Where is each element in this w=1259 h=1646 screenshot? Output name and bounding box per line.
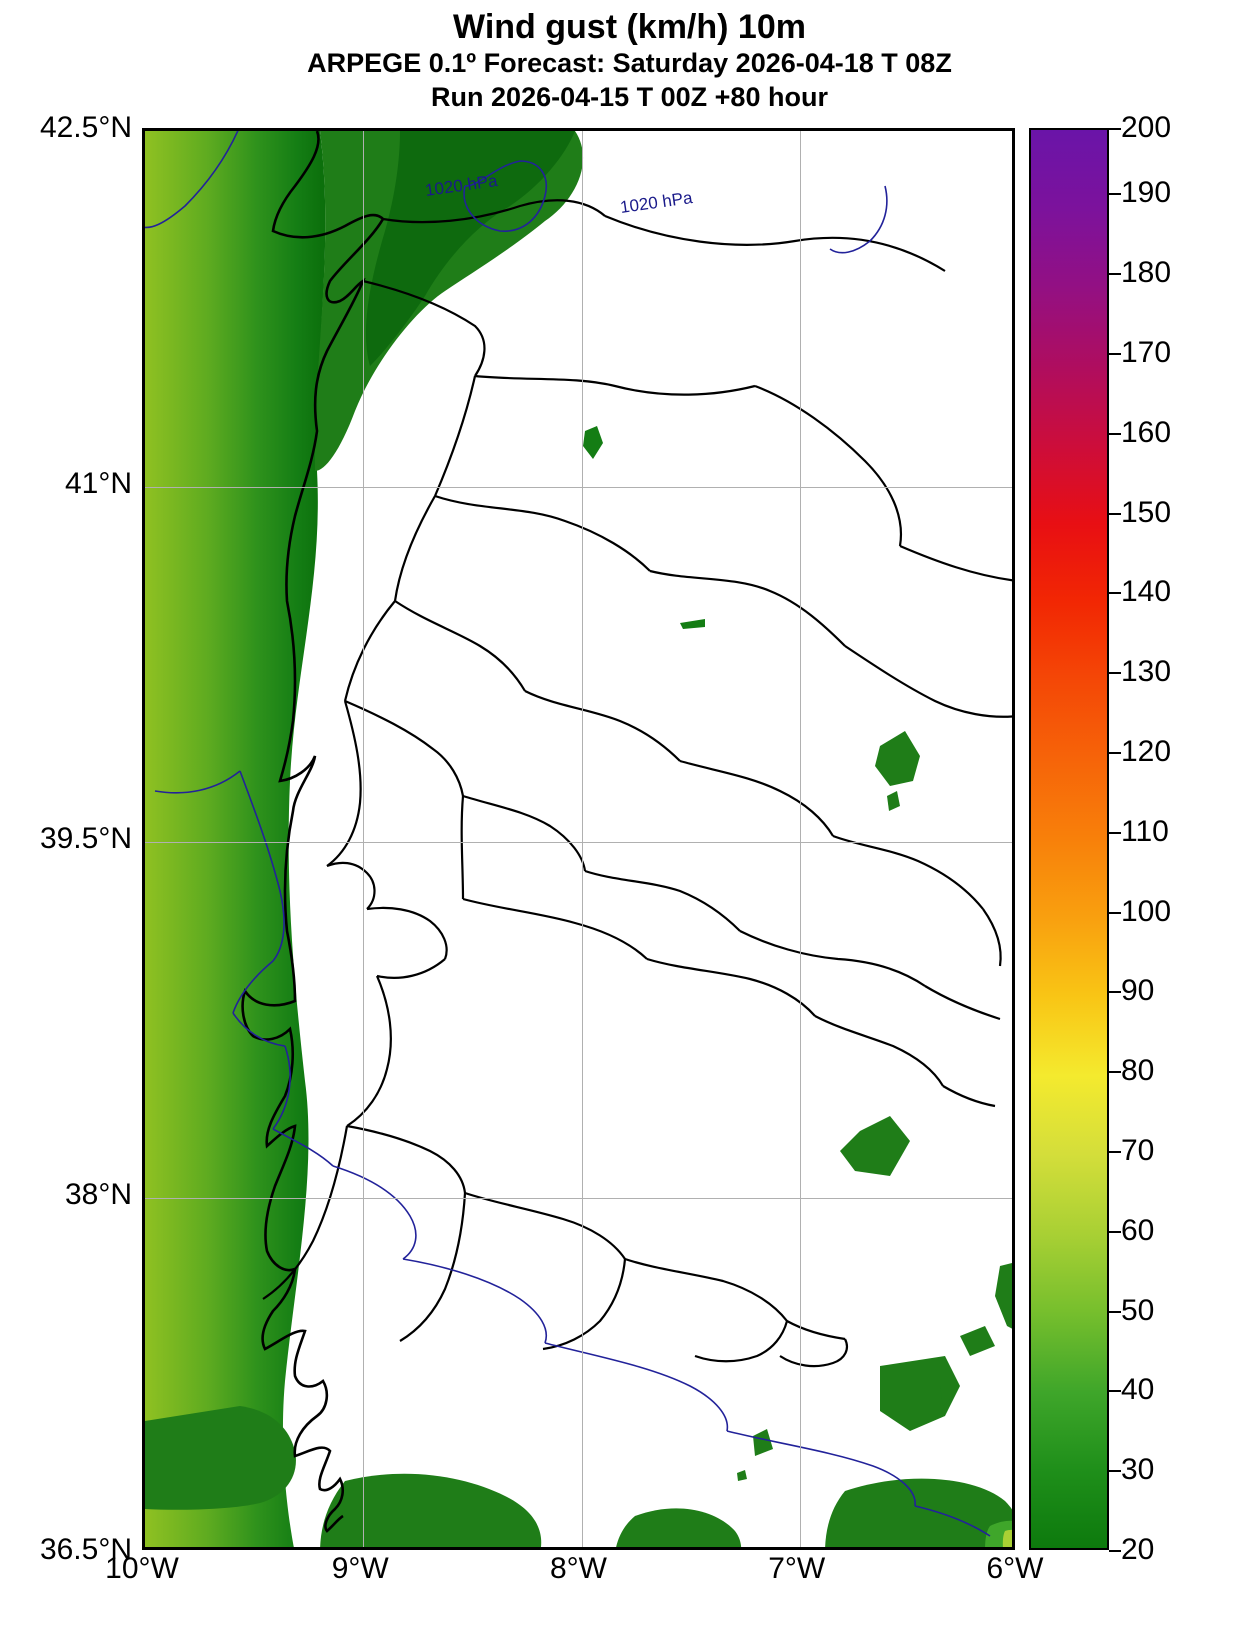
gridline-x-7w	[800, 131, 801, 1547]
y-tick-2: 39.5°N	[0, 822, 138, 856]
cb-tick-180: 180	[1121, 256, 1171, 290]
cb-tick-70: 70	[1121, 1134, 1154, 1168]
y-tick-0: 42.5°N	[0, 111, 138, 145]
title-line2: ARPEGE 0.1º Forecast: Saturday 2026-04-1…	[0, 47, 1259, 81]
cb-tick-80: 80	[1121, 1054, 1154, 1088]
cb-tick-140: 140	[1121, 575, 1171, 609]
gridline-y-38n	[145, 1198, 1012, 1199]
title-line3: Run 2026-04-15 T 00Z +80 hour	[0, 81, 1259, 115]
map-plot-area[interactable]: 1020 hPa 1020 hPa	[142, 128, 1015, 1550]
weather-map-app: Wind gust (km/h) 10m ARPEGE 0.1º Forecas…	[0, 0, 1259, 1646]
title-block: Wind gust (km/h) 10m ARPEGE 0.1º Forecas…	[0, 8, 1259, 115]
gridline-x-9w	[363, 131, 364, 1547]
cb-tick-160: 160	[1121, 416, 1171, 450]
y-tick-1: 41°N	[0, 467, 138, 501]
cb-tick-60: 60	[1121, 1214, 1154, 1248]
title-line1: Wind gust (km/h) 10m	[0, 8, 1259, 47]
colorbar-container[interactable]: 20 30 40 50 60 70 80 90 100 110 120 130 …	[1029, 128, 1109, 1550]
cb-tick-90: 90	[1121, 974, 1154, 1008]
cb-tick-20: 20	[1121, 1533, 1154, 1567]
isobar-label-1: 1020 hPa	[424, 171, 499, 201]
x-tick-2: 8°W	[550, 1552, 607, 1586]
cb-tick-190: 190	[1121, 176, 1171, 210]
cb-tick-110: 110	[1121, 815, 1169, 849]
x-tick-1: 9°W	[332, 1552, 389, 1586]
colorbar-gradient	[1029, 128, 1109, 1550]
cb-tick-30: 30	[1121, 1453, 1154, 1487]
gridline-x-8w	[582, 131, 583, 1547]
cb-tick-170: 170	[1121, 336, 1171, 370]
cb-tick-50: 50	[1121, 1294, 1154, 1328]
gridline-y-39-5n	[145, 842, 1012, 843]
cb-tick-100: 100	[1121, 895, 1171, 929]
gridline-y-41n	[145, 487, 1012, 488]
cb-tick-120: 120	[1121, 735, 1171, 769]
y-tick-3: 38°N	[0, 1178, 138, 1212]
cb-tick-40: 40	[1121, 1373, 1154, 1407]
wind-gust-contour-overlay	[145, 131, 1015, 1550]
x-tick-4: 6°W	[987, 1552, 1044, 1586]
cb-tick-130: 130	[1121, 655, 1171, 689]
isobar-label-2: 1020 hPa	[619, 188, 694, 218]
x-tick-0: 10°W	[105, 1552, 179, 1586]
cb-tick-150: 150	[1121, 496, 1171, 530]
cb-tick-200: 200	[1121, 111, 1171, 145]
x-tick-3: 7°W	[768, 1552, 825, 1586]
